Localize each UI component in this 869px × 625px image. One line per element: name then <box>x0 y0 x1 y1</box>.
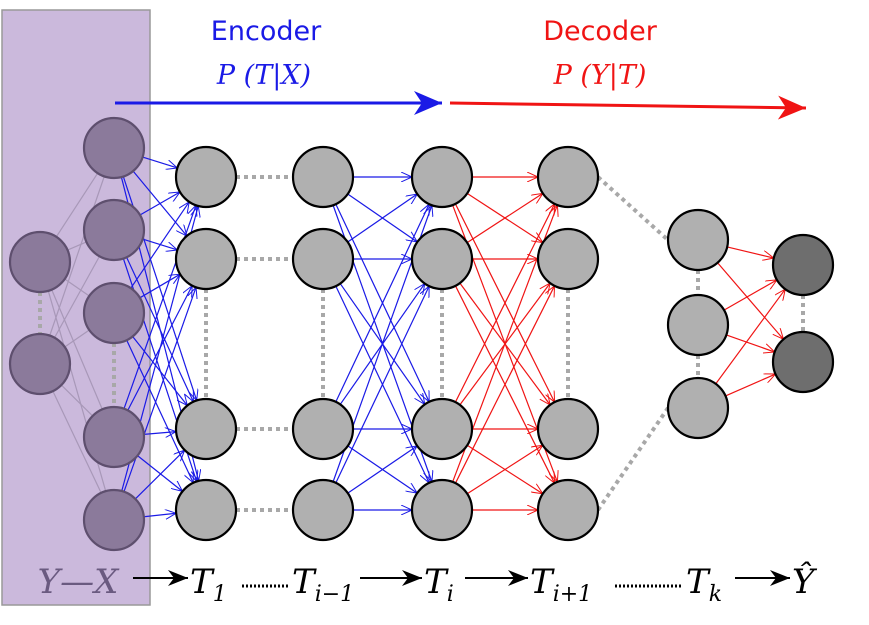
encoder-edge <box>143 513 176 517</box>
node-tim1-3 <box>291 397 355 461</box>
node-tip1-3 <box>536 397 600 461</box>
dotted-connector <box>596 175 670 242</box>
node-x-2 <box>82 198 146 262</box>
decoder-edge <box>723 280 777 311</box>
input-edge <box>55 172 99 238</box>
encoder-edge <box>335 286 430 484</box>
node-tim1-2 <box>291 227 355 291</box>
decoder-edge <box>454 286 554 484</box>
encoder-formula: P (T|X) <box>216 60 311 91</box>
encoder-edge <box>347 194 418 243</box>
encoder-edge <box>142 156 178 168</box>
node-tim1-4 <box>291 478 355 542</box>
encoder-edge <box>126 256 194 402</box>
decoder-title: Decoder <box>543 16 658 47</box>
input-edge <box>51 289 103 410</box>
label-t-i-plus-1: Ti+1 <box>530 562 592 607</box>
node-input-2 <box>8 332 72 396</box>
node-tip1-1 <box>536 145 600 209</box>
node-x-1 <box>82 116 146 180</box>
node-tk-2 <box>666 293 730 357</box>
decoder-edge <box>717 262 784 340</box>
input-edge <box>49 176 105 336</box>
encoder-title: Encoder <box>211 16 322 47</box>
node-y-1 <box>771 233 835 297</box>
decoder-arrow <box>449 95 807 120</box>
sequence-labels: Y—X T1 Ti−1 Ti Ti+1 Tk Ŷ <box>38 561 818 607</box>
input-edge <box>67 241 87 251</box>
node-t1-4 <box>174 478 238 542</box>
node-t1-1 <box>174 145 238 209</box>
node-x-4 <box>82 405 146 469</box>
decoder-edge <box>725 374 775 397</box>
decoder-edge <box>715 289 785 385</box>
encoder-edge <box>139 274 180 299</box>
encoder-edge <box>335 204 430 403</box>
encoder-edge <box>139 192 180 216</box>
node-t1-2 <box>174 227 238 291</box>
label-t1: T1 <box>190 562 227 607</box>
encoder-edge <box>134 450 184 500</box>
decoder-edge <box>454 204 554 403</box>
encoder-edge <box>143 432 176 435</box>
node-tip1-4 <box>536 478 600 542</box>
encoder-edge <box>130 202 189 289</box>
node-ti-4 <box>410 478 474 542</box>
decoder-edge <box>726 334 774 352</box>
node-ti-1 <box>410 145 474 209</box>
label-t-k: Tk <box>686 562 722 607</box>
label-t-i: Ti <box>424 562 454 607</box>
input-edge <box>53 255 101 339</box>
decoder-formula: P (Y|T) <box>553 60 647 91</box>
label-y-hat: Ŷ <box>792 561 818 602</box>
input-edge <box>60 384 94 417</box>
label-y-x: Y—X <box>38 562 120 602</box>
decoder-edge <box>466 445 543 495</box>
encoder-edge <box>347 446 417 494</box>
node-input-1 <box>8 230 72 294</box>
label-t-i-minus-1: Ti−1 <box>292 562 354 607</box>
node-ti-2 <box>410 227 474 291</box>
node-x-3 <box>82 281 146 345</box>
input-edge <box>52 390 102 494</box>
node-y-2 <box>771 330 835 394</box>
node-tim1-1 <box>291 145 355 209</box>
node-tk-1 <box>666 208 730 272</box>
node-tk-3 <box>666 376 730 440</box>
node-ti-3 <box>410 397 474 461</box>
input-edge <box>64 278 90 297</box>
node-x-5 <box>82 488 146 552</box>
node-tip1-2 <box>536 227 600 291</box>
encoder-edge <box>137 455 183 492</box>
decoder-edge <box>466 193 543 244</box>
encoder-edge <box>132 336 188 406</box>
dotted-connector <box>596 406 670 512</box>
node-t1-3 <box>174 397 238 461</box>
decoder-edge <box>727 246 774 258</box>
input-edge <box>64 329 90 348</box>
